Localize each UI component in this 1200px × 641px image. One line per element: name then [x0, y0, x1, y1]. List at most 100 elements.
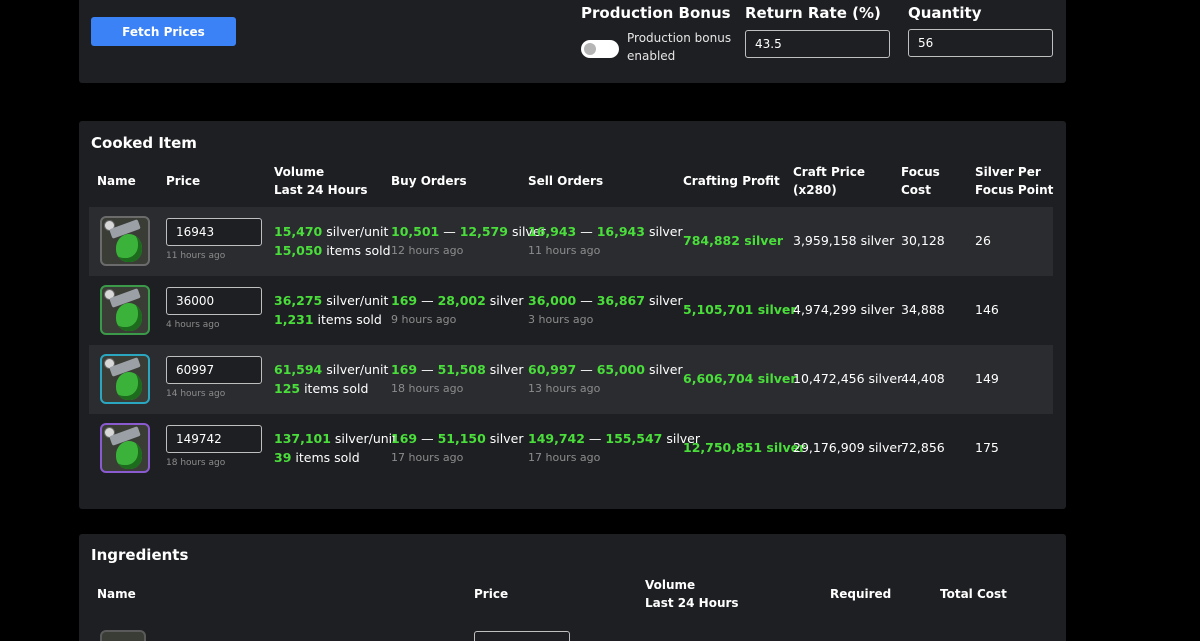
buy-low: 169	[391, 293, 418, 308]
ingr-header-name: Name	[97, 587, 136, 601]
quantity-input[interactable]	[908, 29, 1053, 57]
production-bonus-toggle-text: Production bonus enabled	[627, 31, 732, 63]
header-focus-cost: Focus Cost	[901, 163, 940, 199]
sell-low: 16,943	[528, 224, 577, 239]
sell-unit: silver	[648, 224, 683, 239]
ingredient-item-icon	[100, 630, 146, 641]
price-updated-time: 14 hours ago	[166, 389, 226, 399]
toggle-knob	[584, 43, 596, 55]
quantity-label: Quantity	[908, 4, 982, 22]
ingr-header-volume-line1: Volume	[645, 578, 696, 592]
buy-orders-time: 18 hours ago	[391, 382, 464, 395]
buy-orders-time: 9 hours ago	[391, 313, 457, 326]
fetch-prices-button[interactable]: Fetch Prices	[91, 17, 236, 46]
buy-low: 169	[391, 431, 418, 446]
ingr-header-total-cost: Total Cost	[940, 587, 1007, 601]
craft-price: 10,472,456 silver	[793, 371, 903, 386]
sell-low: 60,997	[528, 362, 577, 377]
cooked-item-icon	[100, 354, 150, 404]
green-bag-icon	[116, 372, 142, 400]
cooked-item-icon	[100, 216, 150, 266]
sell-high: 16,943	[596, 224, 645, 239]
green-bag-icon	[116, 303, 142, 331]
sell-orders-range: 60,997 — 65,000 silver	[528, 362, 683, 377]
return-rate-label: Return Rate (%)	[745, 4, 881, 22]
focus-cost: 72,856	[901, 440, 945, 455]
volume-price-unit: silver/unit	[326, 293, 389, 308]
price-input[interactable]	[166, 218, 262, 246]
table-row: 4 hours ago 36,275 silver/unit 1,231 ite…	[89, 276, 1053, 345]
sell-orders-time: 17 hours ago	[528, 451, 601, 464]
volume-price-unit: silver/unit	[326, 362, 389, 377]
silver-per-focus: 26	[975, 233, 991, 248]
volume-sold-value: 125	[274, 381, 301, 396]
buy-unit: silver	[489, 362, 524, 377]
controls-panel: Fetch Prices Production Bonus Production…	[79, 0, 1066, 83]
header-craft-line2: (x280)	[793, 183, 837, 197]
buy-dash: —	[443, 224, 456, 239]
header-volume: Volume Last 24 Hours	[274, 163, 368, 199]
header-volume-line2: Last 24 Hours	[274, 183, 368, 197]
cooked-item-icon	[100, 285, 150, 335]
header-spfp-line1: Silver Per	[975, 165, 1041, 179]
sell-low: 149,742	[528, 431, 585, 446]
volume-sold-value: 39	[274, 450, 292, 465]
craft-price: 4,974,299 silver	[793, 302, 895, 317]
header-focus-line2: Cost	[901, 183, 931, 197]
production-bonus-label: Production Bonus	[581, 4, 731, 22]
green-bag-icon	[116, 234, 142, 262]
buy-high: 12,579	[459, 224, 508, 239]
table-row: 14 hours ago 61,594 silver/unit 125 item…	[89, 345, 1053, 414]
sell-dash: —	[588, 431, 602, 446]
silver-per-focus: 175	[975, 440, 999, 455]
buy-dash: —	[421, 293, 434, 308]
price-input[interactable]	[166, 356, 262, 384]
buy-dash: —	[421, 431, 434, 446]
sell-orders-time: 11 hours ago	[528, 244, 601, 257]
volume-price-unit: silver/unit	[326, 224, 389, 239]
green-bag-icon	[116, 441, 142, 469]
table-row: 11 hours ago 15,470 silver/unit 15,050 i…	[89, 207, 1053, 276]
volume-price-value: 36,275	[274, 293, 323, 308]
ingredient-price-input[interactable]	[474, 631, 570, 641]
craft-price: 3,959,158 silver	[793, 233, 895, 248]
volume-price: 137,101 silver/unit	[274, 431, 397, 446]
sell-low: 36,000	[528, 293, 577, 308]
sell-orders-time: 3 hours ago	[528, 313, 594, 326]
volume-sold-unit: items sold	[317, 312, 382, 327]
price-input[interactable]	[166, 287, 262, 315]
silver-per-focus: 146	[975, 302, 999, 317]
header-volume-line1: Volume	[274, 165, 325, 179]
header-sell-orders: Sell Orders	[528, 174, 604, 188]
cooked-item-icon	[100, 423, 150, 473]
sell-orders-range: 149,742 — 155,547 silver	[528, 431, 700, 446]
volume-price-value: 137,101	[274, 431, 331, 446]
sell-dash: —	[580, 293, 593, 308]
buy-unit: silver	[489, 431, 524, 446]
sell-high: 65,000	[596, 362, 645, 377]
focus-cost: 34,888	[901, 302, 945, 317]
sell-unit: silver	[666, 431, 701, 446]
price-updated-time: 4 hours ago	[166, 320, 220, 330]
production-bonus-toggle[interactable]	[581, 40, 619, 58]
buy-orders-time: 17 hours ago	[391, 451, 464, 464]
buy-high: 28,002	[437, 293, 486, 308]
volume-sold-unit: items sold	[295, 450, 360, 465]
ingr-header-volume: Volume Last 24 Hours	[645, 576, 739, 612]
price-input[interactable]	[166, 425, 262, 453]
sell-high: 155,547	[605, 431, 663, 446]
header-crafting-profit: Crafting Profit	[683, 174, 780, 188]
ingredients-title: Ingredients	[91, 546, 189, 564]
volume-price: 15,470 silver/unit	[274, 224, 388, 239]
buy-orders-range: 10,501 — 12,579 silver	[391, 224, 546, 239]
focus-cost: 44,408	[901, 371, 945, 386]
cooked-item-title: Cooked Item	[91, 134, 197, 152]
volume-price: 36,275 silver/unit	[274, 293, 388, 308]
silver-per-focus: 149	[975, 371, 999, 386]
volume-price-value: 15,470	[274, 224, 323, 239]
crafting-profit: 5,105,701 silver	[683, 302, 797, 317]
buy-unit: silver	[489, 293, 524, 308]
buy-high: 51,508	[437, 362, 486, 377]
craft-price: 29,176,909 silver	[793, 440, 903, 455]
return-rate-input[interactable]	[745, 30, 890, 58]
